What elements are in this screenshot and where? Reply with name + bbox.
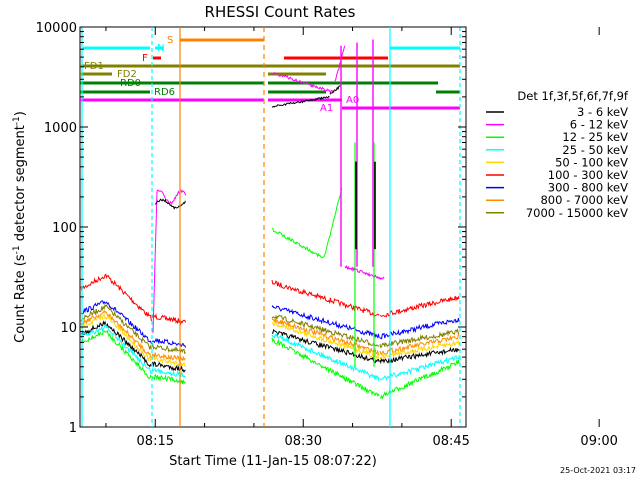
series-line (271, 318, 380, 356)
flag-label: A0 (346, 95, 359, 106)
series-line (80, 309, 152, 358)
series-line (80, 273, 152, 322)
series-line (271, 304, 380, 339)
series-line (152, 189, 187, 333)
series-line (271, 332, 380, 381)
series-line (271, 328, 380, 364)
y-tick-label: 100 (52, 221, 77, 236)
series-line (344, 264, 385, 281)
legend-entry: 100 - 300 keV (548, 168, 628, 182)
x-axis-label: Start Time (11-Jan-15 08:07:22) (169, 454, 377, 469)
series-line (271, 71, 335, 94)
legend-entry: 50 - 100 keV (555, 155, 628, 169)
series-line (379, 328, 460, 349)
series-line (80, 303, 152, 350)
flag-label: RD0 (120, 78, 141, 89)
legend-title: Det 1f,3f,5f,6f,7f,9f (517, 89, 629, 103)
chart-title: RHESSI Count Rates (205, 3, 356, 21)
x-tick-label: 08:15 (137, 434, 174, 449)
series-line (271, 187, 343, 258)
y-tick-label: 10 (60, 321, 77, 336)
series-line (379, 339, 460, 361)
legend-entry: 6 - 12 keV (570, 118, 628, 132)
series-line (80, 313, 152, 362)
series-line (271, 314, 380, 347)
x-tick-label: 08:45 (432, 434, 469, 449)
legend-entry: 7000 - 15000 keV (526, 206, 628, 220)
series-line (379, 355, 460, 382)
series-line (379, 359, 460, 400)
series-line (271, 279, 380, 317)
flag-label: FD1 (84, 61, 104, 72)
flag-label: F (142, 53, 148, 64)
series-line (334, 45, 346, 82)
series-line (80, 323, 152, 375)
y-tick-label: 10000 (36, 21, 77, 36)
series-line (379, 317, 460, 340)
flag-label: S (167, 35, 173, 46)
flag-label: FD2 (117, 69, 137, 80)
y-tick-label: 1000 (44, 121, 77, 136)
series-line (379, 334, 460, 355)
flag-label: RD6 (154, 87, 175, 98)
timestamp: 25-Oct-2021 03:17 (560, 466, 636, 475)
x-tick-label: 09:00 (580, 434, 617, 449)
series-lines (80, 39, 460, 400)
series-line (271, 95, 330, 108)
flag-label: N (157, 43, 164, 54)
flag-label: A1 (320, 103, 333, 114)
legend-entry: 3 - 6 keV (577, 105, 628, 119)
legend-entry: 300 - 800 keV (548, 181, 628, 195)
series-line (80, 329, 152, 380)
y-tick-label: 1 (69, 421, 77, 436)
series-line (80, 300, 152, 344)
legend-entry: 800 - 7000 keV (540, 193, 628, 207)
series-line (271, 321, 380, 360)
series-line (271, 337, 380, 397)
series-line (81, 320, 152, 368)
series-line (379, 295, 460, 318)
y-axis-label: Count Rate (s-1 detector segment-1) (12, 111, 28, 343)
y-axis: 1 10 100 1000 10000 (36, 21, 466, 436)
series-line (329, 85, 341, 95)
x-tick-label: 08:30 (285, 434, 322, 449)
series-line (379, 346, 460, 365)
legend-entry: 25 - 50 keV (562, 143, 628, 157)
legend-entry: 12 - 25 keV (562, 130, 628, 144)
series-line (154, 198, 186, 210)
